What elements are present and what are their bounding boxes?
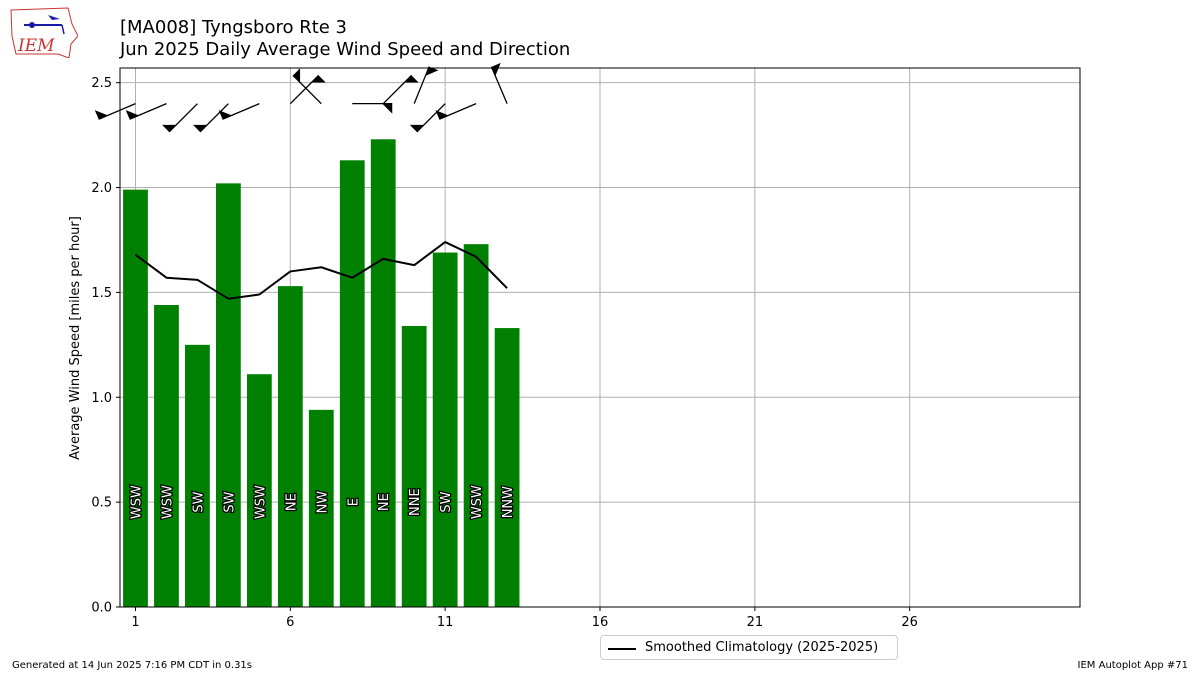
- climatology-line: [134, 241, 508, 300]
- wind-barb-day-10: [413, 66, 439, 104]
- direction-label-day-5: WSW: [253, 485, 268, 519]
- app-label: IEM Autoplot App #71: [1077, 660, 1188, 671]
- y-tick-label: 2.5: [91, 76, 112, 91]
- y-tick-label: 2.0: [91, 181, 112, 196]
- direction-label-day-11: SW: [439, 491, 454, 512]
- wind-barb-day-3: [162, 103, 198, 133]
- direction-label-layer: WSW WSW SW SW WSW NE NW E NE NNE SW WSW NNW: [128, 484, 517, 521]
- direction-label-day-3: SW: [191, 491, 206, 512]
- wind-bar-day-11: [432, 252, 458, 608]
- x-tick-label: 6: [286, 615, 294, 630]
- wind-bar-day-8: [339, 160, 365, 607]
- direction-label-day-13: NNW: [501, 486, 516, 518]
- chart-title-line1: [MA008] Tyngsboro Rte 3: [120, 17, 348, 38]
- wind-barb-day-2: [125, 103, 167, 120]
- chart-title: [MA008] Tyngsboro Rte 3 Jun 2025 Daily A…: [120, 17, 570, 61]
- wind-barb-day-7: [292, 68, 322, 105]
- x-tick-label: 16: [592, 615, 609, 630]
- wind-bar-day-6: [277, 286, 303, 607]
- wind-bar-day-3: [185, 344, 210, 607]
- wind-bar-day-12: [463, 244, 489, 607]
- x-tick-label: 21: [747, 615, 764, 630]
- direction-label-day-8: E: [346, 498, 361, 506]
- iem-logo-text: IEM: [17, 36, 55, 56]
- direction-label-day-12: WSW: [470, 485, 485, 519]
- climatology-line-layer: [134, 241, 508, 300]
- direction-label-day-2: WSW: [160, 485, 175, 519]
- wind-barb-day-4: [193, 103, 229, 133]
- direction-label-day-7: NW: [315, 491, 330, 514]
- wind-barb-day-12: [435, 103, 477, 120]
- wind-bar-day-13: [494, 328, 520, 607]
- iem-logo: IEM: [8, 6, 79, 59]
- direction-label-day-9: NE: [377, 493, 392, 511]
- y-tick-label: 0.0: [91, 601, 112, 616]
- legend-line-swatch: [608, 648, 636, 650]
- y-axis-label: Average Wind Speed [miles per hour]: [68, 216, 83, 460]
- wind-barb-day-1: [94, 103, 136, 120]
- wind-bar-day-10: [401, 325, 427, 607]
- wind-bar-day-9: [370, 139, 396, 608]
- bar-layer: [123, 139, 520, 608]
- wind-bar-day-1: [123, 189, 148, 607]
- wind-barb-day-6: [289, 74, 326, 105]
- y-tick-label: 1.0: [91, 391, 112, 406]
- wind-bar-day-5: [246, 374, 272, 607]
- wind-bar-day-7: [308, 409, 334, 607]
- wind-barb-day-9: [382, 74, 419, 105]
- axis-layer: 1 6 11 16 21 260.00.51.01.52.02.5: [91, 76, 918, 630]
- wind-bar-day-2: [154, 304, 179, 607]
- chart-legend: Smoothed Climatology (2025-2025): [600, 635, 898, 660]
- chart-title-line2: Jun 2025 Daily Average Wind Speed and Di…: [120, 39, 571, 60]
- y-tick-label: 0.5: [91, 496, 112, 511]
- wind-barb-day-11: [409, 103, 446, 133]
- y-tick-label: 1.5: [91, 286, 112, 301]
- wind-barb-day-8: [352, 103, 393, 114]
- wind-barb-day-5: [218, 103, 260, 120]
- wind-barb-day-13: [490, 62, 508, 104]
- wind-barb-layer: [94, 62, 508, 133]
- direction-label-day-10: NNE: [408, 488, 423, 516]
- x-tick-label: 26: [901, 615, 918, 630]
- x-tick-label: 11: [437, 615, 454, 630]
- generated-timestamp: Generated at 14 Jun 2025 7:16 PM CDT in …: [12, 660, 253, 671]
- wind-bar-day-4: [216, 183, 241, 607]
- direction-label-day-1: WSW: [129, 485, 144, 519]
- legend-label: Smoothed Climatology (2025-2025): [645, 640, 879, 655]
- direction-label-day-6: NE: [284, 493, 299, 511]
- x-tick-label: 1: [131, 615, 139, 630]
- direction-label-day-4: SW: [222, 491, 237, 512]
